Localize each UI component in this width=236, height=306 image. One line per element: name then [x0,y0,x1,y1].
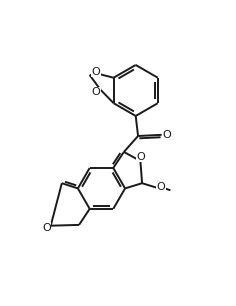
Text: O: O [162,130,171,140]
Text: O: O [92,67,101,76]
Text: O: O [156,182,165,192]
Text: O: O [136,152,145,162]
Text: O: O [92,88,101,98]
Text: O: O [42,222,51,233]
